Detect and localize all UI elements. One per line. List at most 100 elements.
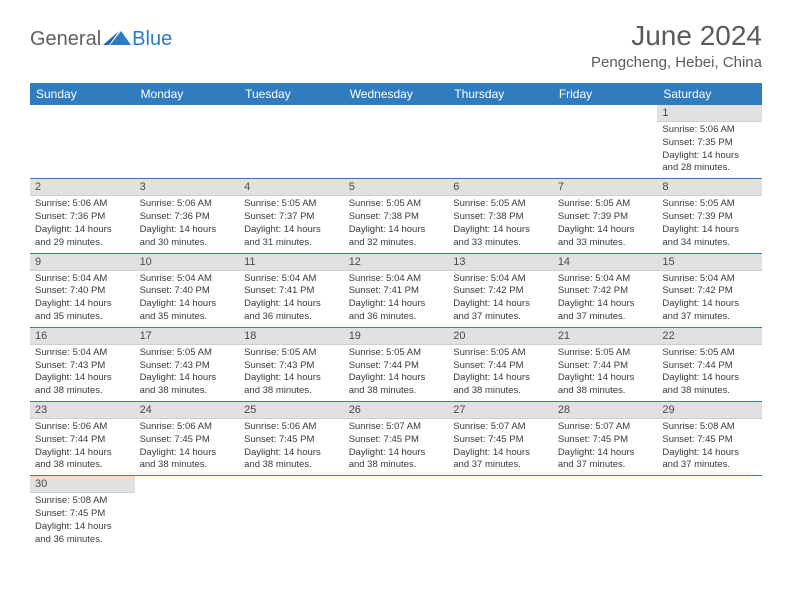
calendar-day-cell: 22Sunrise: 5:05 AMSunset: 7:44 PMDayligh… — [657, 327, 762, 401]
sunrise-text: Sunrise: 5:04 AM — [140, 273, 235, 286]
day-details: Sunrise: 5:06 AMSunset: 7:45 PMDaylight:… — [135, 419, 240, 475]
day-details: Sunrise: 5:05 AMSunset: 7:44 PMDaylight:… — [344, 345, 449, 401]
sunset-text: Sunset: 7:44 PM — [558, 360, 653, 373]
calendar-day-cell: 18Sunrise: 5:05 AMSunset: 7:43 PMDayligh… — [239, 327, 344, 401]
calendar-empty-cell — [448, 476, 553, 550]
month-title: June 2024 — [591, 20, 762, 52]
daylight-text: Daylight: 14 hours and 36 minutes. — [35, 521, 130, 547]
sunset-text: Sunset: 7:42 PM — [662, 285, 757, 298]
day-details: Sunrise: 5:04 AMSunset: 7:42 PMDaylight:… — [553, 271, 658, 327]
day-number: 7 — [553, 179, 658, 196]
day-details: Sunrise: 5:05 AMSunset: 7:44 PMDaylight:… — [448, 345, 553, 401]
calendar-empty-cell — [344, 105, 449, 179]
weekday-header: Tuesday — [239, 83, 344, 105]
daylight-text: Daylight: 14 hours and 38 minutes. — [244, 447, 339, 473]
day-details: Sunrise: 5:04 AMSunset: 7:42 PMDaylight:… — [657, 271, 762, 327]
calendar-day-cell: 28Sunrise: 5:07 AMSunset: 7:45 PMDayligh… — [553, 402, 658, 476]
calendar-empty-cell — [657, 476, 762, 550]
daylight-text: Daylight: 14 hours and 37 minutes. — [558, 298, 653, 324]
sunrise-text: Sunrise: 5:05 AM — [244, 198, 339, 211]
daylight-text: Daylight: 14 hours and 36 minutes. — [349, 298, 444, 324]
calendar-body: 1Sunrise: 5:06 AMSunset: 7:35 PMDaylight… — [30, 105, 762, 550]
calendar-day-cell: 1Sunrise: 5:06 AMSunset: 7:35 PMDaylight… — [657, 105, 762, 179]
day-details: Sunrise: 5:07 AMSunset: 7:45 PMDaylight:… — [553, 419, 658, 475]
sunset-text: Sunset: 7:38 PM — [453, 211, 548, 224]
day-details: Sunrise: 5:05 AMSunset: 7:44 PMDaylight:… — [657, 345, 762, 401]
sunrise-text: Sunrise: 5:07 AM — [349, 421, 444, 434]
day-number: 4 — [239, 179, 344, 196]
day-number: 29 — [657, 402, 762, 419]
sunset-text: Sunset: 7:43 PM — [140, 360, 235, 373]
day-number: 25 — [239, 402, 344, 419]
calendar-day-cell: 20Sunrise: 5:05 AMSunset: 7:44 PMDayligh… — [448, 327, 553, 401]
calendar-day-cell: 29Sunrise: 5:08 AMSunset: 7:45 PMDayligh… — [657, 402, 762, 476]
daylight-text: Daylight: 14 hours and 38 minutes. — [140, 372, 235, 398]
day-details: Sunrise: 5:06 AMSunset: 7:44 PMDaylight:… — [30, 419, 135, 475]
calendar-day-cell: 10Sunrise: 5:04 AMSunset: 7:40 PMDayligh… — [135, 253, 240, 327]
day-details: Sunrise: 5:05 AMSunset: 7:38 PMDaylight:… — [448, 196, 553, 252]
daylight-text: Daylight: 14 hours and 38 minutes. — [35, 447, 130, 473]
daylight-text: Daylight: 14 hours and 33 minutes. — [453, 224, 548, 250]
day-number: 3 — [135, 179, 240, 196]
daylight-text: Daylight: 14 hours and 37 minutes. — [453, 298, 548, 324]
sunset-text: Sunset: 7:43 PM — [35, 360, 130, 373]
day-details: Sunrise: 5:06 AMSunset: 7:45 PMDaylight:… — [239, 419, 344, 475]
calendar-day-cell: 4Sunrise: 5:05 AMSunset: 7:37 PMDaylight… — [239, 179, 344, 253]
day-number: 6 — [448, 179, 553, 196]
sunrise-text: Sunrise: 5:06 AM — [244, 421, 339, 434]
calendar-day-cell: 7Sunrise: 5:05 AMSunset: 7:39 PMDaylight… — [553, 179, 658, 253]
daylight-text: Daylight: 14 hours and 31 minutes. — [244, 224, 339, 250]
daylight-text: Daylight: 14 hours and 35 minutes. — [35, 298, 130, 324]
day-details: Sunrise: 5:04 AMSunset: 7:41 PMDaylight:… — [239, 271, 344, 327]
weekday-header: Thursday — [448, 83, 553, 105]
sunset-text: Sunset: 7:40 PM — [35, 285, 130, 298]
calendar-day-cell: 25Sunrise: 5:06 AMSunset: 7:45 PMDayligh… — [239, 402, 344, 476]
daylight-text: Daylight: 14 hours and 28 minutes. — [662, 150, 757, 176]
calendar-day-cell: 23Sunrise: 5:06 AMSunset: 7:44 PMDayligh… — [30, 402, 135, 476]
calendar-empty-cell — [135, 476, 240, 550]
sunset-text: Sunset: 7:39 PM — [662, 211, 757, 224]
calendar-day-cell: 26Sunrise: 5:07 AMSunset: 7:45 PMDayligh… — [344, 402, 449, 476]
day-details: Sunrise: 5:05 AMSunset: 7:39 PMDaylight:… — [657, 196, 762, 252]
sunset-text: Sunset: 7:45 PM — [35, 508, 130, 521]
weekday-header: Saturday — [657, 83, 762, 105]
daylight-text: Daylight: 14 hours and 37 minutes. — [453, 447, 548, 473]
calendar-day-cell: 15Sunrise: 5:04 AMSunset: 7:42 PMDayligh… — [657, 253, 762, 327]
sunset-text: Sunset: 7:42 PM — [453, 285, 548, 298]
daylight-text: Daylight: 14 hours and 36 minutes. — [244, 298, 339, 324]
day-details: Sunrise: 5:05 AMSunset: 7:39 PMDaylight:… — [553, 196, 658, 252]
sunrise-text: Sunrise: 5:04 AM — [35, 273, 130, 286]
day-number: 26 — [344, 402, 449, 419]
sunrise-text: Sunrise: 5:05 AM — [349, 198, 444, 211]
sunrise-text: Sunrise: 5:05 AM — [558, 198, 653, 211]
daylight-text: Daylight: 14 hours and 32 minutes. — [349, 224, 444, 250]
sunset-text: Sunset: 7:42 PM — [558, 285, 653, 298]
calendar-week-row: 2Sunrise: 5:06 AMSunset: 7:36 PMDaylight… — [30, 179, 762, 253]
calendar-day-cell: 16Sunrise: 5:04 AMSunset: 7:43 PMDayligh… — [30, 327, 135, 401]
day-number: 8 — [657, 179, 762, 196]
title-block: June 2024 Pengcheng, Hebei, China — [591, 20, 762, 71]
daylight-text: Daylight: 14 hours and 34 minutes. — [662, 224, 757, 250]
calendar-week-row: 16Sunrise: 5:04 AMSunset: 7:43 PMDayligh… — [30, 327, 762, 401]
day-number: 20 — [448, 328, 553, 345]
sunrise-text: Sunrise: 5:04 AM — [35, 347, 130, 360]
sunset-text: Sunset: 7:40 PM — [140, 285, 235, 298]
sunset-text: Sunset: 7:44 PM — [35, 434, 130, 447]
daylight-text: Daylight: 14 hours and 35 minutes. — [140, 298, 235, 324]
calendar-day-cell: 12Sunrise: 5:04 AMSunset: 7:41 PMDayligh… — [344, 253, 449, 327]
day-number: 27 — [448, 402, 553, 419]
day-details: Sunrise: 5:07 AMSunset: 7:45 PMDaylight:… — [448, 419, 553, 475]
sunset-text: Sunset: 7:44 PM — [349, 360, 444, 373]
weekday-header: Sunday — [30, 83, 135, 105]
sunset-text: Sunset: 7:39 PM — [558, 211, 653, 224]
day-details: Sunrise: 5:08 AMSunset: 7:45 PMDaylight:… — [657, 419, 762, 475]
sunrise-text: Sunrise: 5:04 AM — [349, 273, 444, 286]
calendar-week-row: 9Sunrise: 5:04 AMSunset: 7:40 PMDaylight… — [30, 253, 762, 327]
day-number: 9 — [30, 254, 135, 271]
day-details: Sunrise: 5:05 AMSunset: 7:37 PMDaylight:… — [239, 196, 344, 252]
calendar-day-cell: 19Sunrise: 5:05 AMSunset: 7:44 PMDayligh… — [344, 327, 449, 401]
sunrise-text: Sunrise: 5:06 AM — [140, 198, 235, 211]
sunset-text: Sunset: 7:45 PM — [244, 434, 339, 447]
day-number: 28 — [553, 402, 658, 419]
daylight-text: Daylight: 14 hours and 38 minutes. — [453, 372, 548, 398]
